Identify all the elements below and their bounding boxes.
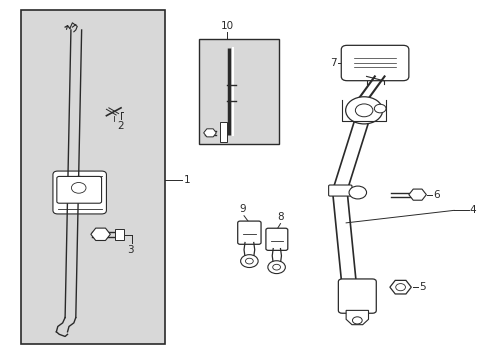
Text: 4: 4 [469, 205, 476, 215]
Circle shape [241, 255, 258, 267]
Text: 8: 8 [277, 212, 284, 222]
FancyBboxPatch shape [199, 39, 279, 144]
Circle shape [72, 183, 86, 193]
Circle shape [349, 186, 367, 199]
FancyBboxPatch shape [57, 176, 101, 203]
Circle shape [345, 97, 383, 124]
Circle shape [273, 264, 280, 270]
Circle shape [245, 258, 253, 264]
Text: 3: 3 [127, 245, 134, 255]
Circle shape [268, 261, 285, 274]
Text: 2: 2 [118, 121, 124, 131]
FancyBboxPatch shape [329, 185, 352, 196]
Text: 7: 7 [330, 58, 337, 68]
Text: 10: 10 [220, 21, 233, 31]
FancyBboxPatch shape [115, 229, 124, 240]
FancyBboxPatch shape [238, 221, 261, 244]
Text: 9: 9 [239, 204, 246, 214]
FancyBboxPatch shape [220, 122, 226, 142]
Circle shape [352, 317, 362, 324]
FancyBboxPatch shape [53, 171, 106, 214]
Circle shape [355, 104, 373, 117]
Polygon shape [346, 310, 368, 325]
Circle shape [396, 284, 405, 291]
FancyBboxPatch shape [266, 228, 288, 250]
Circle shape [374, 104, 386, 113]
Text: 5: 5 [419, 282, 426, 292]
FancyBboxPatch shape [339, 279, 376, 313]
FancyBboxPatch shape [22, 10, 165, 344]
Text: 6: 6 [434, 190, 441, 200]
Circle shape [63, 176, 94, 199]
Text: 1: 1 [184, 175, 191, 185]
FancyBboxPatch shape [341, 45, 409, 81]
